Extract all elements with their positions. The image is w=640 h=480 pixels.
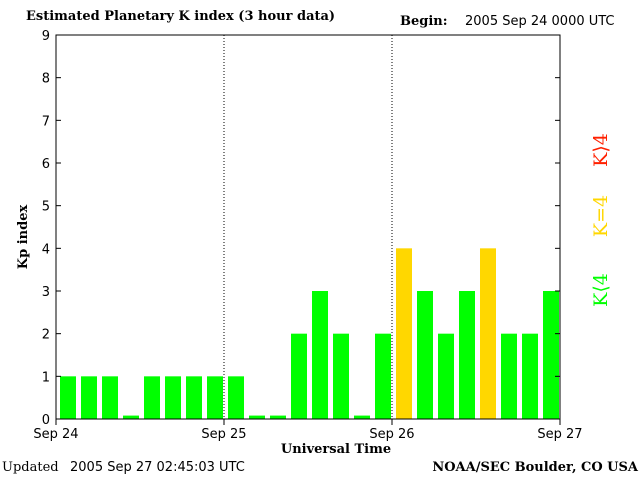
credit-text: NOAA/SEC Boulder, CO USA <box>432 460 638 475</box>
bar-kp <box>459 291 475 419</box>
y-tick-label: 0 <box>42 413 50 428</box>
x-tick-label: Sep 24 <box>33 427 78 442</box>
y-tick-label: 2 <box>42 328 50 343</box>
begin-value: 2005 Sep 24 0000 UTC <box>465 14 615 29</box>
y-tick-label: 8 <box>42 72 50 87</box>
bar-kp <box>102 376 118 419</box>
updated-value: 2005 Sep 27 02:45:03 UTC <box>70 460 245 475</box>
bar-kp <box>522 333 538 419</box>
y-tick-label: 5 <box>42 200 50 215</box>
y-tick-label: 4 <box>42 242 50 257</box>
x-axis-label: Universal Time <box>281 442 391 457</box>
y-tick-label: 3 <box>42 285 50 300</box>
bar-kp <box>354 415 370 419</box>
bar-kp <box>312 291 328 419</box>
y-tick-label: 1 <box>42 370 50 385</box>
bar-kp <box>375 333 391 419</box>
bar-kp <box>291 333 307 419</box>
legend-k-above-4: K⟩4 <box>590 133 612 167</box>
bar-kp <box>144 376 160 419</box>
legend-k-below-4: K⟨4 <box>590 273 612 307</box>
x-tick-label: Sep 26 <box>369 427 414 442</box>
bar-kp <box>543 291 559 419</box>
bar-kp <box>249 415 265 419</box>
y-axis-label: Kp index <box>16 205 31 270</box>
x-tick-label: Sep 27 <box>537 427 582 442</box>
bar-kp <box>207 376 223 419</box>
y-tick-label: 9 <box>42 29 50 44</box>
chart-title: Estimated Planetary K index (3 hour data… <box>26 9 336 24</box>
bar-kp <box>270 415 286 419</box>
bar-kp <box>123 415 139 419</box>
x-tick-label: Sep 25 <box>201 427 246 442</box>
bar-kp <box>480 248 496 419</box>
bar-kp <box>396 248 412 419</box>
bar-kp <box>501 333 517 419</box>
bar-kp <box>228 376 244 419</box>
legend-k-equals-4: K=4 <box>590 194 612 238</box>
bar-kp <box>81 376 97 419</box>
bar-kp <box>333 333 349 419</box>
bar-kp <box>165 376 181 419</box>
bar-kp <box>438 333 454 419</box>
bar-kp <box>417 291 433 419</box>
plot-frame <box>55 34 561 420</box>
bar-kp <box>186 376 202 419</box>
begin-label: Begin: <box>400 14 448 29</box>
updated-label: Updated <box>2 460 59 475</box>
y-tick-label: 7 <box>42 114 50 129</box>
bar-kp <box>60 376 76 419</box>
y-tick-label: 6 <box>42 157 50 172</box>
